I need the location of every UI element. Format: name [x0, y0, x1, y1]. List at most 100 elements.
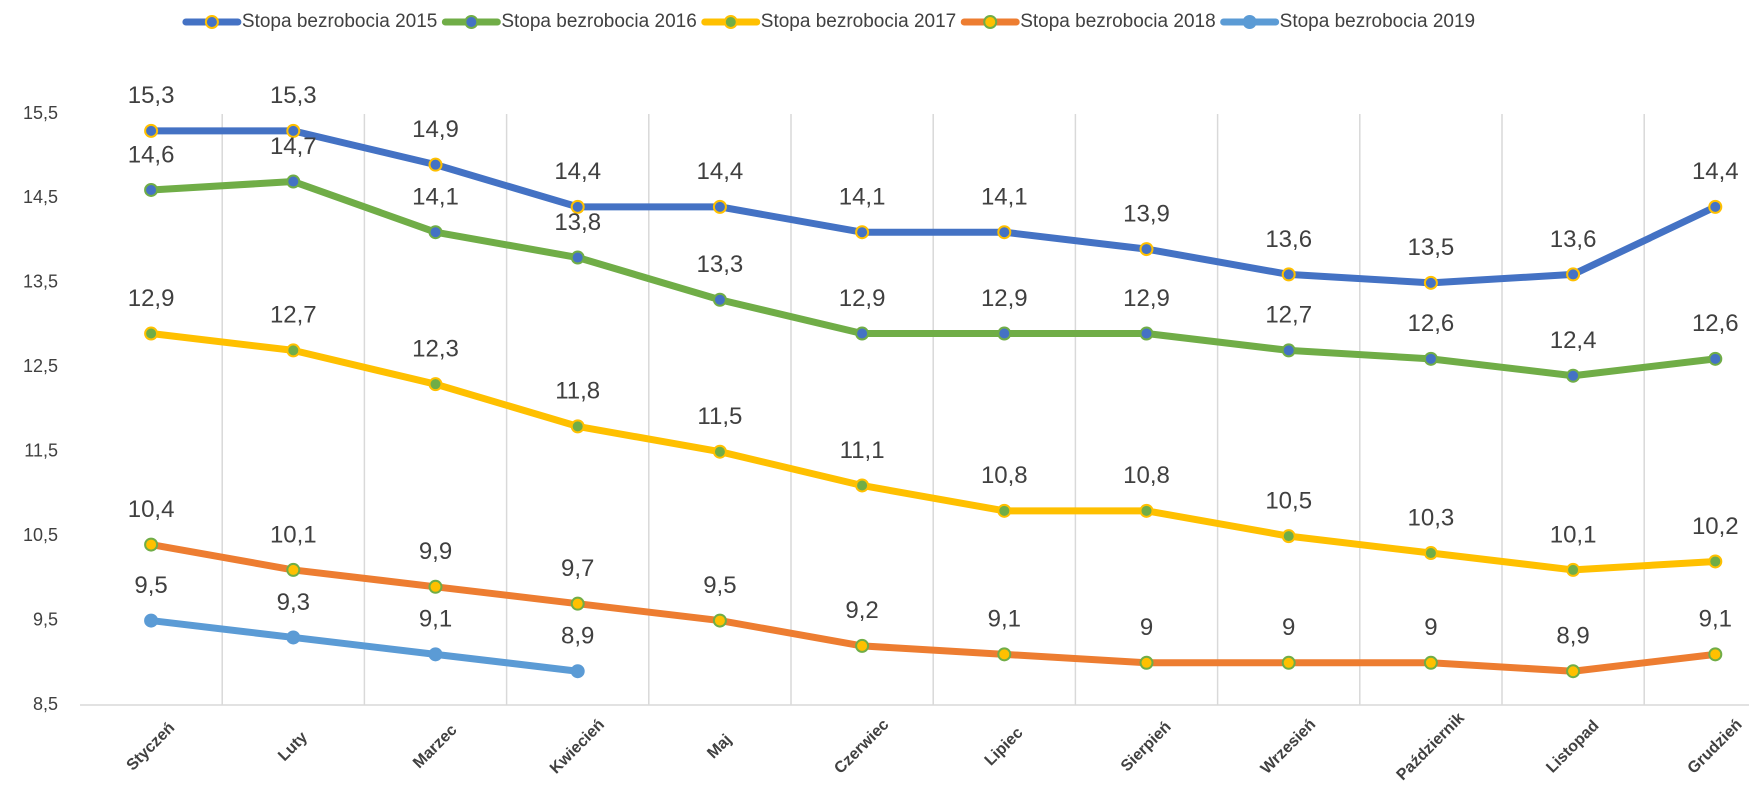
y-tick-label: 9,5 — [33, 609, 58, 629]
x-tick-label: Październik — [1394, 710, 1468, 784]
y-tick-label: 14,5 — [23, 187, 58, 207]
x-tick-label: Maj — [704, 731, 735, 762]
x-tick-label: Marzec — [410, 722, 460, 772]
value-label: 9 — [1424, 614, 1437, 641]
x-tick-label: Styczeń — [124, 719, 179, 774]
marker — [712, 613, 727, 628]
marker — [1566, 267, 1581, 282]
marker — [855, 478, 870, 493]
value-label: 14,7 — [270, 133, 317, 160]
marker — [855, 638, 870, 653]
marker — [286, 123, 301, 138]
marker — [570, 596, 585, 611]
marker — [1708, 199, 1723, 214]
value-label: 13,6 — [1265, 226, 1312, 253]
marker — [712, 292, 727, 307]
y-tick-label: 13,5 — [23, 272, 58, 292]
value-label: 10,8 — [1123, 462, 1170, 489]
value-label: 12,7 — [270, 302, 317, 329]
value-label: 12,6 — [1692, 310, 1739, 337]
marker — [144, 326, 159, 341]
value-label: 12,9 — [839, 285, 886, 312]
series-line — [147, 127, 1719, 287]
y-tick-label: 15,5 — [23, 103, 58, 123]
marker — [286, 174, 301, 189]
marker — [1708, 554, 1723, 569]
marker — [1423, 655, 1438, 670]
series-line — [147, 178, 1719, 380]
marker — [855, 225, 870, 240]
marker — [570, 419, 585, 434]
legend-label: Stopa bezrobocia 2015 — [242, 11, 437, 32]
value-label: 15,3 — [128, 82, 175, 109]
value-label: 14,1 — [981, 184, 1028, 211]
marker — [855, 326, 870, 341]
marker — [1423, 546, 1438, 561]
marker — [1139, 326, 1154, 341]
marker — [428, 579, 443, 594]
value-label: 11,8 — [555, 378, 600, 405]
x-tick-label: Sierpień — [1118, 718, 1175, 775]
value-label: 8,9 — [561, 623, 594, 650]
marker — [570, 250, 585, 265]
marker — [144, 537, 159, 552]
marker — [428, 647, 443, 662]
series-line — [147, 617, 582, 675]
value-label: 14,4 — [1692, 158, 1739, 185]
value-label: 11,5 — [697, 403, 742, 430]
marker — [1139, 503, 1154, 518]
marker — [1281, 529, 1296, 544]
marker — [1139, 655, 1154, 670]
marker — [712, 199, 727, 214]
legend-marker — [1242, 15, 1257, 29]
marker — [1708, 351, 1723, 366]
value-label: 10,8 — [981, 462, 1028, 489]
marker — [997, 647, 1012, 662]
y-tick-label: 12,5 — [23, 356, 58, 376]
marker — [286, 343, 301, 358]
value-label: 12,9 — [1123, 285, 1170, 312]
value-label: 9 — [1140, 614, 1153, 641]
legend-label: Stopa bezrobocia 2019 — [1280, 11, 1475, 32]
value-label: 10,4 — [128, 496, 175, 523]
marker — [1708, 647, 1723, 662]
marker — [1566, 562, 1581, 577]
value-label: 14,4 — [554, 158, 601, 185]
value-label: 9,9 — [419, 538, 452, 565]
x-tick-label: Czerwiec — [831, 716, 892, 777]
legend-label: Stopa bezrobocia 2017 — [761, 11, 956, 32]
marker — [997, 326, 1012, 341]
value-label: 10,1 — [1550, 521, 1597, 548]
value-label: 9,1 — [419, 606, 452, 633]
marker — [1139, 242, 1154, 257]
value-label: 10,5 — [1265, 487, 1312, 514]
value-label: 11,1 — [840, 437, 885, 464]
legend-label: Stopa bezrobocia 2018 — [1020, 11, 1215, 32]
value-label: 10,3 — [1408, 504, 1455, 531]
value-label: 9 — [1282, 614, 1295, 641]
marker — [1423, 275, 1438, 290]
marker — [1281, 655, 1296, 670]
value-label: 12,4 — [1550, 327, 1597, 354]
y-tick-label: 10,5 — [23, 525, 58, 545]
value-label: 8,9 — [1556, 623, 1589, 650]
marker — [997, 503, 1012, 518]
value-label: 14,9 — [412, 116, 459, 143]
marker — [428, 377, 443, 392]
marker — [144, 613, 159, 628]
value-label: 10,2 — [1692, 513, 1739, 540]
x-tick-label: Grudzień — [1685, 716, 1746, 777]
value-label: 14,1 — [839, 184, 886, 211]
value-label: 13,3 — [697, 251, 744, 278]
legend-marker — [723, 15, 738, 29]
legend-marker — [464, 15, 479, 29]
marker — [144, 182, 159, 197]
x-tick-label: Listopad — [1543, 717, 1602, 776]
value-label: 9,3 — [277, 589, 310, 616]
marker — [997, 225, 1012, 240]
marker — [428, 157, 443, 172]
legend-marker — [204, 15, 219, 29]
value-label: 9,7 — [561, 555, 594, 582]
legend-label: Stopa bezrobocia 2016 — [501, 11, 696, 32]
value-label: 13,8 — [554, 209, 601, 236]
